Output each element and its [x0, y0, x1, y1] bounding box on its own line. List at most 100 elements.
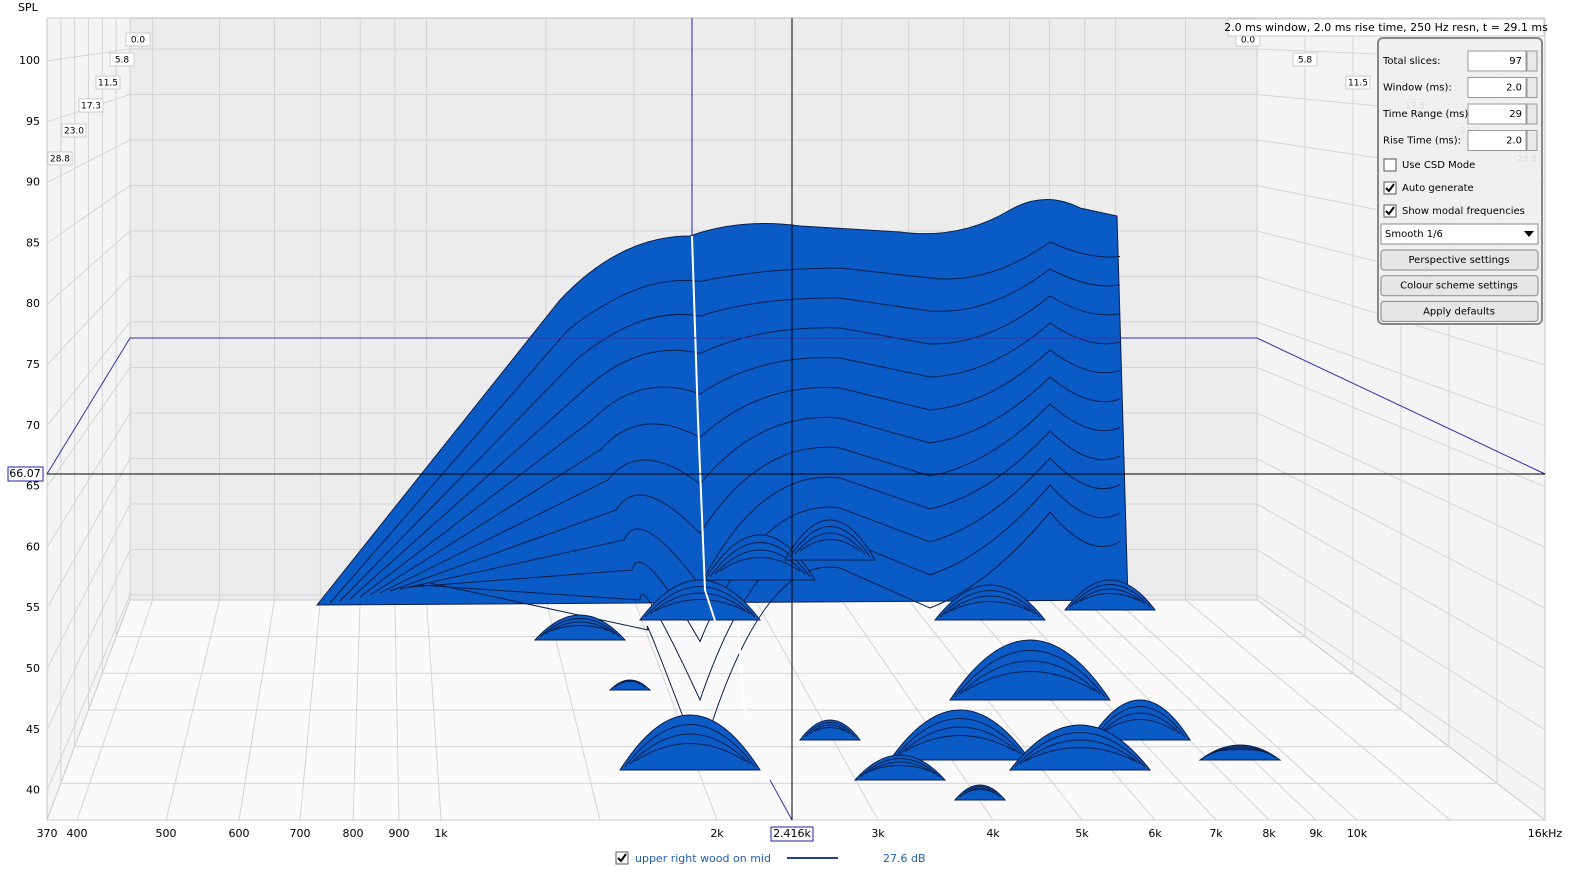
cursor-blue-trace — [46, 337, 1546, 475]
time-label-left: 0.0 — [131, 36, 146, 46]
smoothing-value: Smooth 1/6 — [1385, 229, 1443, 240]
time-label-left-box — [125, 32, 151, 47]
waterfall-peak-line — [1104, 719, 1176, 732]
waterfall-peak-line — [814, 727, 846, 732]
grid-line — [841, 599, 994, 821]
modal-frequency-line — [691, 235, 746, 716]
button[interactable] — [1380, 275, 1539, 297]
info-box — [1227, 18, 1545, 37]
waterfall-slice-line — [369, 349, 1121, 596]
x-tick-label: 5k — [1075, 827, 1089, 840]
waterfall-peak-line — [964, 671, 1096, 692]
spinner[interactable] — [1526, 50, 1538, 72]
spinner[interactable] — [1526, 130, 1538, 151]
y-tick-label: 65 — [26, 480, 40, 493]
waterfall-peak-line — [1209, 747, 1271, 755]
waterfall-peak — [784, 519, 876, 561]
check-mark — [617, 853, 627, 863]
button-label: Apply defaults — [1423, 306, 1495, 317]
field-label: Total slices: — [1382, 56, 1441, 67]
cursor-y-box — [7, 466, 44, 482]
waterfall-peak-line — [1099, 712, 1181, 735]
y-tick-label: 100 — [19, 54, 40, 67]
waterfall-peak — [798, 719, 862, 741]
y-tick-label: 40 — [26, 784, 40, 797]
y-tick-label: 60 — [26, 540, 40, 553]
spinner[interactable] — [1526, 77, 1538, 98]
grid-line — [908, 599, 1083, 821]
waterfall-peak-line — [959, 786, 1001, 798]
x-tick-label: 16kHz — [1528, 827, 1563, 840]
cursor-blue-foot — [769, 779, 793, 821]
waterfall-slice-line — [349, 295, 1121, 600]
control-panel: Total slices: 97 Window (ms): 2.0 Time Range… — [1377, 37, 1543, 325]
smoothing-select[interactable] — [1380, 223, 1539, 245]
time-label-right-box — [1292, 52, 1318, 67]
checkbox-label: Auto generate — [1402, 183, 1474, 194]
field-value: 2.0 — [1506, 83, 1522, 94]
time-label-left-box — [61, 123, 87, 138]
waterfall-peak-line — [1014, 732, 1146, 768]
time-label-right: 5.8 — [1298, 56, 1313, 66]
cursor-y-label: 66.07 — [9, 467, 41, 480]
waterfall-peak-line — [654, 599, 746, 612]
grid-line — [76, 599, 154, 821]
time-label-left: 17.3 — [81, 102, 101, 112]
waterfall-peak-line — [809, 724, 851, 735]
waterfall-peak-line — [894, 718, 1026, 758]
x-tick-label: 600 — [229, 827, 250, 840]
time-label-right-box — [1345, 75, 1371, 90]
field-input[interactable] — [1467, 77, 1527, 98]
waterfall-peak — [949, 639, 1111, 701]
waterfall-peak — [853, 754, 947, 781]
waterfall-peak-line — [629, 733, 751, 765]
button[interactable] — [1380, 300, 1539, 322]
grid-line — [299, 599, 321, 821]
grid-line — [1084, 599, 1317, 821]
spinner[interactable] — [1526, 103, 1538, 125]
waterfall-peak-line — [944, 595, 1036, 615]
y-tick-label: 55 — [26, 601, 40, 614]
waterfall-peak-line — [869, 765, 931, 772]
waterfall-peak-line — [959, 660, 1101, 695]
x-tick-label: 9k — [1309, 827, 1323, 840]
field-value: 97 — [1509, 56, 1522, 67]
x-tick-label: 400 — [67, 827, 88, 840]
y-tick-label: 80 — [26, 297, 40, 310]
waterfall-peak-line — [1069, 584, 1151, 608]
x-tick-label: 700 — [290, 827, 311, 840]
dropdown-arrow — [1524, 231, 1534, 237]
grid-line — [425, 599, 442, 821]
field-input[interactable] — [1467, 103, 1527, 125]
waterfall-peak-line — [1019, 739, 1141, 765]
button[interactable] — [1380, 249, 1539, 271]
grid-line — [963, 599, 1156, 821]
cursor-x-label: 2.416k — [773, 827, 811, 840]
grid-line — [633, 599, 718, 821]
y-tick-label: 90 — [26, 176, 40, 189]
time-label-left: 23.0 — [64, 127, 84, 137]
x-tick-label: 500 — [156, 827, 177, 840]
waterfall-slice-line — [389, 403, 1121, 592]
time-label-left-box — [95, 75, 121, 90]
x-tick-label: 900 — [389, 827, 410, 840]
waterfall-peak-line — [794, 532, 866, 555]
waterfall-slice-line — [379, 376, 1121, 594]
waterfall-peak-line — [1214, 749, 1266, 752]
time-label-right: 11.5 — [1348, 79, 1368, 89]
cursor-x-box — [770, 826, 814, 842]
waterfall-peak-line — [904, 735, 1016, 752]
waterfall-peak-line — [714, 549, 806, 575]
checkbox[interactable] — [1383, 158, 1397, 172]
field-input[interactable] — [1467, 50, 1527, 72]
button-label: Perspective settings — [1409, 255, 1510, 266]
grid-line — [352, 599, 361, 821]
info-text: 2.0 ms window, 2.0 ms rise time, 250 Hz … — [1224, 21, 1548, 34]
waterfall-peak-line — [1024, 747, 1136, 762]
field-input[interactable] — [1467, 130, 1527, 151]
waterfall-peak-line — [1074, 588, 1146, 605]
waterfall-peak-line — [969, 789, 991, 792]
grid-line — [1009, 599, 1217, 821]
waterfall-peak — [953, 784, 1007, 801]
